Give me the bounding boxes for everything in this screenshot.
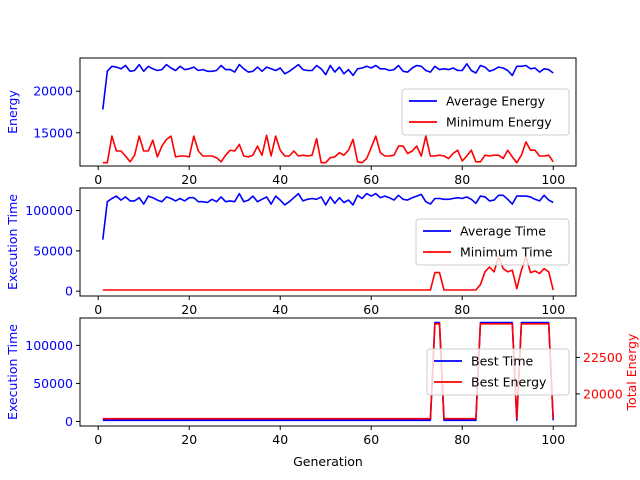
legend-label: Best Time xyxy=(471,354,534,369)
legend-label: Best Energy xyxy=(471,375,547,390)
x-tick-label: 100 xyxy=(541,172,565,187)
legend-label: Minimum Energy xyxy=(446,115,552,130)
legend: Best Time Best Energy xyxy=(426,348,570,396)
x-tick-label: 0 xyxy=(94,302,102,317)
x-tick-label: 0 xyxy=(94,172,102,187)
x-tick-label: 0 xyxy=(94,432,102,447)
x-tick-label: 80 xyxy=(454,432,470,447)
x-tick-label: 100 xyxy=(541,432,565,447)
axes-frame xyxy=(79,187,577,297)
legend: Average Time Minimum Time xyxy=(415,218,570,266)
legend-box xyxy=(401,88,570,136)
x-axis-label: Generation xyxy=(293,454,363,469)
x-tick-label: 40 xyxy=(272,432,288,447)
legend-label: Average Energy xyxy=(446,94,546,109)
y-tick-label: 0 xyxy=(65,414,73,429)
legend-label: Minimum Time xyxy=(460,245,553,260)
subplot-3: 0 20 40 60 80 100 0 50000 100000 20000 22500 Execut… xyxy=(5,317,639,469)
x-tick-label: 60 xyxy=(363,172,379,187)
series-line-1 xyxy=(102,192,554,240)
legend-box xyxy=(426,348,570,396)
y-axis-label: Execution Time xyxy=(5,194,20,290)
series-line-2 xyxy=(102,134,554,164)
y-tick-label: 50000 xyxy=(33,243,73,258)
series-line-2 xyxy=(102,255,554,291)
axes-frame xyxy=(79,317,577,427)
x-tick-label: 80 xyxy=(454,172,470,187)
y-right-axis-label: Total Energy xyxy=(624,333,639,412)
y-axis-label: Execution Time xyxy=(5,324,20,420)
x-tick-label: 20 xyxy=(181,172,197,187)
y-tick-label: 100000 xyxy=(25,203,73,218)
x-tick-label: 60 xyxy=(363,432,379,447)
x-tick-label: 40 xyxy=(272,172,288,187)
y-tick-label: 100000 xyxy=(25,338,73,353)
y-tick-label: 15000 xyxy=(33,125,73,140)
series-line-1 xyxy=(102,62,554,110)
x-tick-label: 40 xyxy=(272,302,288,317)
legend-box xyxy=(415,218,570,266)
x-tick-label: 20 xyxy=(181,432,197,447)
legend: Average Energy Minimum Energy xyxy=(401,88,570,136)
x-tick-label: 80 xyxy=(454,302,470,317)
subplot-2: 0 20 40 60 80 100 0 50000 100000 Execution Time Av… xyxy=(5,187,577,317)
y-tick-label: 20000 xyxy=(33,84,73,99)
axes-frame xyxy=(79,57,577,167)
subplot-1: 0 20 40 60 80 100 15000 20000 Energy Average Ener… xyxy=(5,57,577,187)
y-right-tick-label: 22500 xyxy=(583,350,623,365)
legend-label: Average Time xyxy=(460,224,546,239)
x-tick-label: 20 xyxy=(181,302,197,317)
y-tick-label: 0 xyxy=(65,284,73,299)
x-tick-label: 100 xyxy=(541,302,565,317)
y-right-tick-label: 20000 xyxy=(583,386,623,401)
y-axis-label: Energy xyxy=(5,90,20,134)
x-tick-label: 60 xyxy=(363,302,379,317)
y-tick-label: 50000 xyxy=(33,376,73,391)
